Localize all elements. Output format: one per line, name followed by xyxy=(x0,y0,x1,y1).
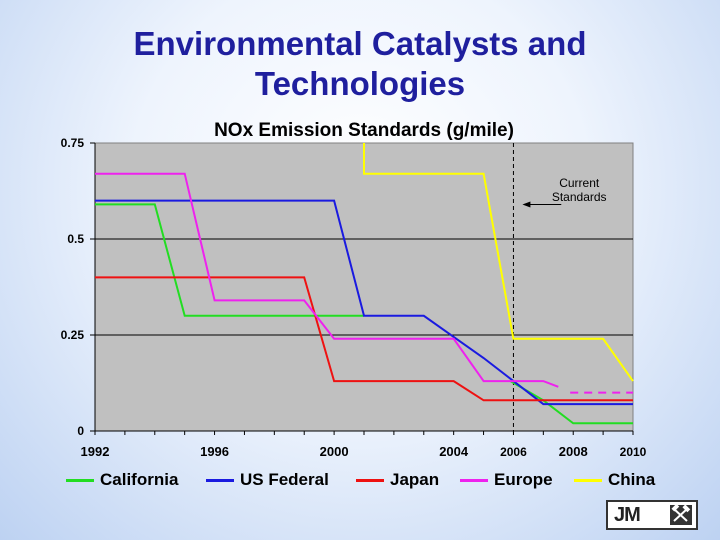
x-tick-label: 1992 xyxy=(81,444,110,459)
hammers-icon xyxy=(670,503,692,525)
x-tick-label: 2004 xyxy=(439,444,469,459)
annotation-label-line1: Current xyxy=(559,176,600,190)
legend-swatch xyxy=(460,478,488,482)
chart-title: NOx Emission Standards (g/mile) xyxy=(214,120,514,141)
legend-label: Japan xyxy=(390,470,440,489)
legend-label: China xyxy=(608,470,656,489)
y-tick-label: 0.75 xyxy=(61,136,85,150)
series-line-japan xyxy=(95,276,633,402)
y-tick-label: 0.25 xyxy=(61,328,85,342)
annotation-label-line2: Standards xyxy=(552,190,607,204)
legend-label: US Federal xyxy=(240,470,329,489)
legend-item-japan: Japan xyxy=(356,470,439,490)
series-line-china xyxy=(363,143,634,382)
y-tick-label: 0.5 xyxy=(67,232,84,246)
jm-logo: JM xyxy=(606,500,698,530)
x-tick-label: 2010 xyxy=(620,445,647,459)
legend-item-europe: Europe xyxy=(460,470,553,490)
y-tick-label: 0 xyxy=(77,424,84,438)
x-tick-label: 2008 xyxy=(559,444,588,459)
series-line-california xyxy=(95,203,364,317)
legend-item-china: China xyxy=(574,470,655,490)
legend-swatch xyxy=(206,478,234,482)
plot-area xyxy=(94,142,634,432)
annotation-arrow-head xyxy=(522,201,531,208)
x-tick-label: 2006 xyxy=(500,445,527,459)
slide-title: Environmental Catalysts and Technologies xyxy=(0,24,720,104)
legend-swatch xyxy=(66,478,94,482)
slide-title-line2: Technologies xyxy=(254,65,466,102)
legend-label: California xyxy=(100,470,179,489)
legend-label: Europe xyxy=(494,470,553,489)
legend-swatch xyxy=(356,478,384,482)
logo-text: JM xyxy=(614,504,641,526)
chart-legend: California US Federal Japan Europe China xyxy=(60,470,670,494)
legend-swatch xyxy=(574,478,602,482)
x-tick-label: 1996 xyxy=(200,444,229,459)
series-line-europe xyxy=(95,172,559,388)
legend-item-california: California xyxy=(66,470,178,490)
series-line-us-federal xyxy=(95,199,633,406)
slide-title-line1: Environmental Catalysts and xyxy=(133,25,587,62)
x-tick-label: 2000 xyxy=(320,444,349,459)
legend-item-us-federal: US Federal xyxy=(206,470,329,490)
